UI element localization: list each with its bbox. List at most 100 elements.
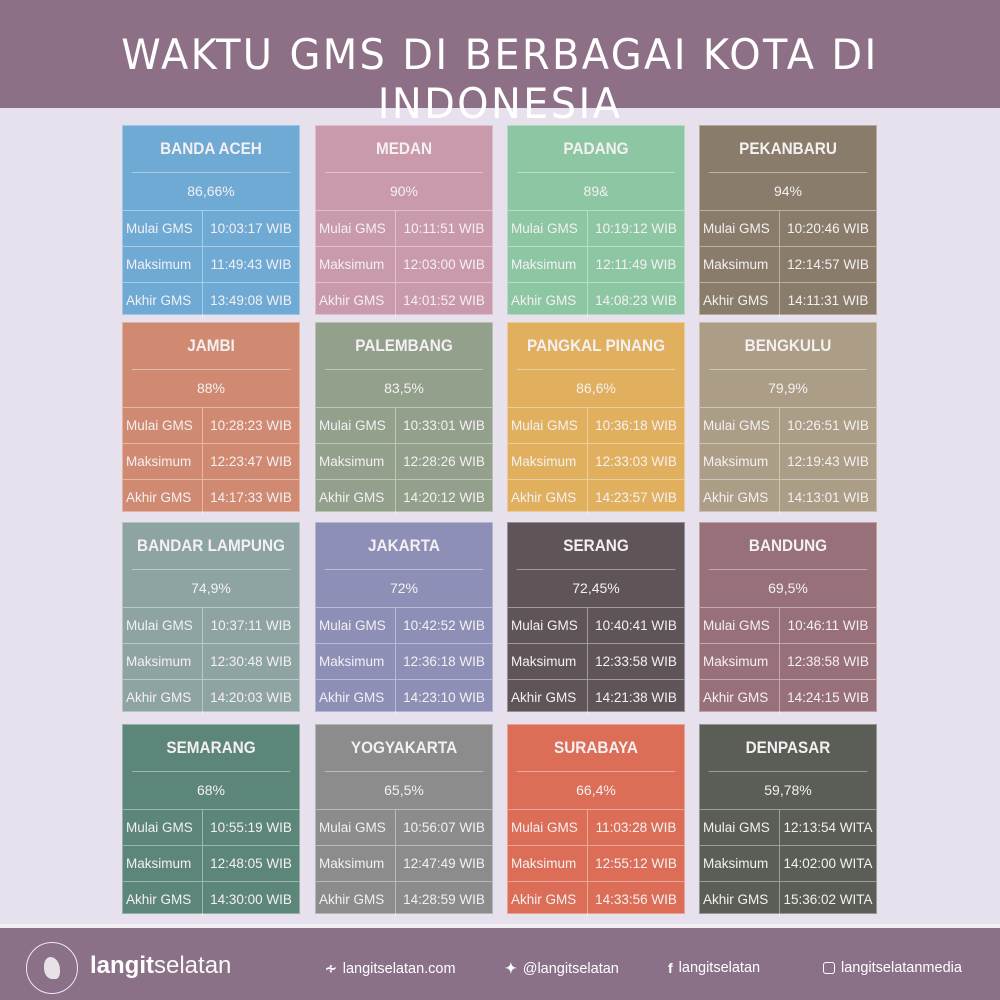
time-row-end: Akhir GMS 14:01:52 WIB xyxy=(316,283,492,318)
time-label: Mulai GMS xyxy=(700,608,780,643)
time-row-start: Mulai GMS 10:37:11 WIB xyxy=(123,608,299,644)
time-row-max: Maksimum 12:38:58 WIB xyxy=(700,644,876,680)
twitter-icon: ✦ xyxy=(505,960,517,976)
city-name: SEMARANG xyxy=(131,725,291,772)
time-row-max: Maksimum 12:47:49 WIB xyxy=(316,846,492,882)
footer: langitselatan ∻ langitselatan.com ✦ @langi… xyxy=(0,924,1000,1000)
time-row-end: Akhir GMS 14:11:31 WIB xyxy=(700,283,876,318)
time-row-start: Mulai GMS 10:40:41 WIB xyxy=(508,608,684,644)
eclipse-percentage: 69,5% xyxy=(700,570,876,608)
brand-name: langitselatan xyxy=(90,952,231,980)
website-link[interactable]: ∻ langitselatan.com xyxy=(325,960,456,977)
time-label: Maksimum xyxy=(316,644,396,679)
time-row-max: Maksimum 12:48:05 WIB xyxy=(123,846,299,882)
time-label: Mulai GMS xyxy=(700,211,780,246)
city-card: JAMBI 88% Mulai GMS 10:28:23 WIB Maksimum 12:… xyxy=(122,322,300,515)
time-row-max: Maksimum 12:33:03 WIB xyxy=(508,444,684,480)
city-card: BANDA ACEH 86,66% Mulai GMS 10:03:17 WIB Mak… xyxy=(122,125,300,318)
instagram-icon xyxy=(823,962,835,974)
time-label: Maksimum xyxy=(123,444,203,479)
instagram-text: langitselatanmedia xyxy=(841,960,962,976)
city-card: SEMARANG 68% Mulai GMS 10:55:19 WIB Maksimum… xyxy=(122,724,300,917)
time-label: Akhir GMS xyxy=(123,480,203,515)
time-value: 12:14:57 WIB xyxy=(787,257,869,272)
eclipse-percentage: 89& xyxy=(508,173,684,211)
time-value: 12:13:54 WITA xyxy=(783,820,873,835)
city-name: PADANG xyxy=(516,126,676,173)
city-card: BENGKULU 79,9% Mulai GMS 10:26:51 WIB Maksim… xyxy=(699,322,877,515)
time-label: Akhir GMS xyxy=(700,480,780,515)
time-label: Maksimum xyxy=(123,846,203,881)
time-value: 10:20:46 WIB xyxy=(787,221,869,236)
time-label: Mulai GMS xyxy=(316,810,396,845)
time-value: 12:19:43 WIB xyxy=(787,454,869,469)
city-card: SERANG 72,45% Mulai GMS 10:40:41 WIB Maksimu… xyxy=(507,522,685,715)
eclipse-percentage: 65,5% xyxy=(316,772,492,810)
time-label: Maksimum xyxy=(508,846,588,881)
time-label: Maksimum xyxy=(508,644,588,679)
langitselatan-logo-icon xyxy=(26,942,78,994)
eclipse-percentage: 74,9% xyxy=(123,570,299,608)
time-label: Mulai GMS xyxy=(700,408,780,443)
time-label: Mulai GMS xyxy=(700,810,780,845)
time-value: 12:36:18 WIB xyxy=(403,654,485,669)
time-row-start: Mulai GMS 12:13:54 WITA xyxy=(700,810,876,846)
twitter-link[interactable]: ✦ @langitselatan xyxy=(505,960,619,977)
time-label: Maksimum xyxy=(316,846,396,881)
eclipse-percentage: 68% xyxy=(123,772,299,810)
time-value: 10:03:17 WIB xyxy=(210,221,292,236)
time-value: 14:13:01 WIB xyxy=(787,490,869,505)
city-card: PEKANBARU 94% Mulai GMS 10:20:46 WIB Maksimu… xyxy=(699,125,877,318)
time-label: Maksimum xyxy=(508,444,588,479)
time-row-max: Maksimum 12:33:58 WIB xyxy=(508,644,684,680)
city-card: SURABAYA 66,4% Mulai GMS 11:03:28 WIB Maksim… xyxy=(507,724,685,917)
time-value: 14:01:52 WIB xyxy=(403,293,485,308)
time-label: Akhir GMS xyxy=(123,680,203,715)
time-row-end: Akhir GMS 13:49:08 WIB xyxy=(123,283,299,318)
time-value: 11:49:43 WIB xyxy=(210,257,292,272)
page-title: WAKTU GMS DI BERBAGAI KOTA DI INDONESIA xyxy=(121,30,879,128)
time-value: 14:08:23 WIB xyxy=(595,293,677,308)
time-value: 10:42:52 WIB xyxy=(403,618,485,633)
time-label: Akhir GMS xyxy=(316,283,396,318)
instagram-link[interactable]: langitselatanmedia xyxy=(823,960,962,976)
brand-light: selatan xyxy=(154,952,232,979)
time-row-end: Akhir GMS 14:28:59 WIB xyxy=(316,882,492,917)
city-name: SERANG xyxy=(516,523,676,570)
time-value: 11:03:28 WIB xyxy=(595,820,677,835)
eclipse-percentage: 72,45% xyxy=(508,570,684,608)
time-value: 10:40:41 WIB xyxy=(595,618,677,633)
time-value: 12:33:03 WIB xyxy=(595,454,677,469)
city-card: DENPASAR 59,78% Mulai GMS 12:13:54 WITA Maks… xyxy=(699,724,877,917)
time-row-start: Mulai GMS 10:36:18 WIB xyxy=(508,408,684,444)
time-row-start: Mulai GMS 10:42:52 WIB xyxy=(316,608,492,644)
time-row-end: Akhir GMS 14:08:23 WIB xyxy=(508,283,684,318)
time-label: Maksimum xyxy=(316,247,396,282)
time-label: Mulai GMS xyxy=(508,608,588,643)
time-label: Maksimum xyxy=(700,644,780,679)
time-label: Akhir GMS xyxy=(508,680,588,715)
city-card: MEDAN 90% Mulai GMS 10:11:51 WIB Maksimum 12:… xyxy=(315,125,493,318)
time-label: Maksimum xyxy=(123,644,203,679)
time-label: Akhir GMS xyxy=(316,882,396,917)
time-value: 14:23:57 WIB xyxy=(595,490,677,505)
time-value: 14:20:03 WIB xyxy=(210,690,292,705)
time-value: 12:33:58 WIB xyxy=(595,654,677,669)
time-value: 14:28:59 WIB xyxy=(403,892,485,907)
time-row-max: Maksimum 12:55:12 WIB xyxy=(508,846,684,882)
time-value: 12:48:05 WIB xyxy=(210,856,292,871)
time-label: Akhir GMS xyxy=(123,283,203,318)
city-name: PALEMBANG xyxy=(324,323,484,370)
time-label: Mulai GMS xyxy=(508,211,588,246)
time-label: Mulai GMS xyxy=(123,211,203,246)
time-value: 14:20:12 WIB xyxy=(403,490,485,505)
time-row-end: Akhir GMS 14:21:38 WIB xyxy=(508,680,684,715)
time-row-start: Mulai GMS 10:28:23 WIB xyxy=(123,408,299,444)
time-value: 14:33:56 WIB xyxy=(595,892,677,907)
time-value: 10:11:51 WIB xyxy=(403,221,485,236)
time-row-max: Maksimum 12:03:00 WIB xyxy=(316,247,492,283)
city-name: YOGYAKARTA xyxy=(324,725,484,772)
time-label: Akhir GMS xyxy=(316,480,396,515)
facebook-link[interactable]: f langitselatan xyxy=(668,960,760,976)
time-row-max: Maksimum 12:19:43 WIB xyxy=(700,444,876,480)
